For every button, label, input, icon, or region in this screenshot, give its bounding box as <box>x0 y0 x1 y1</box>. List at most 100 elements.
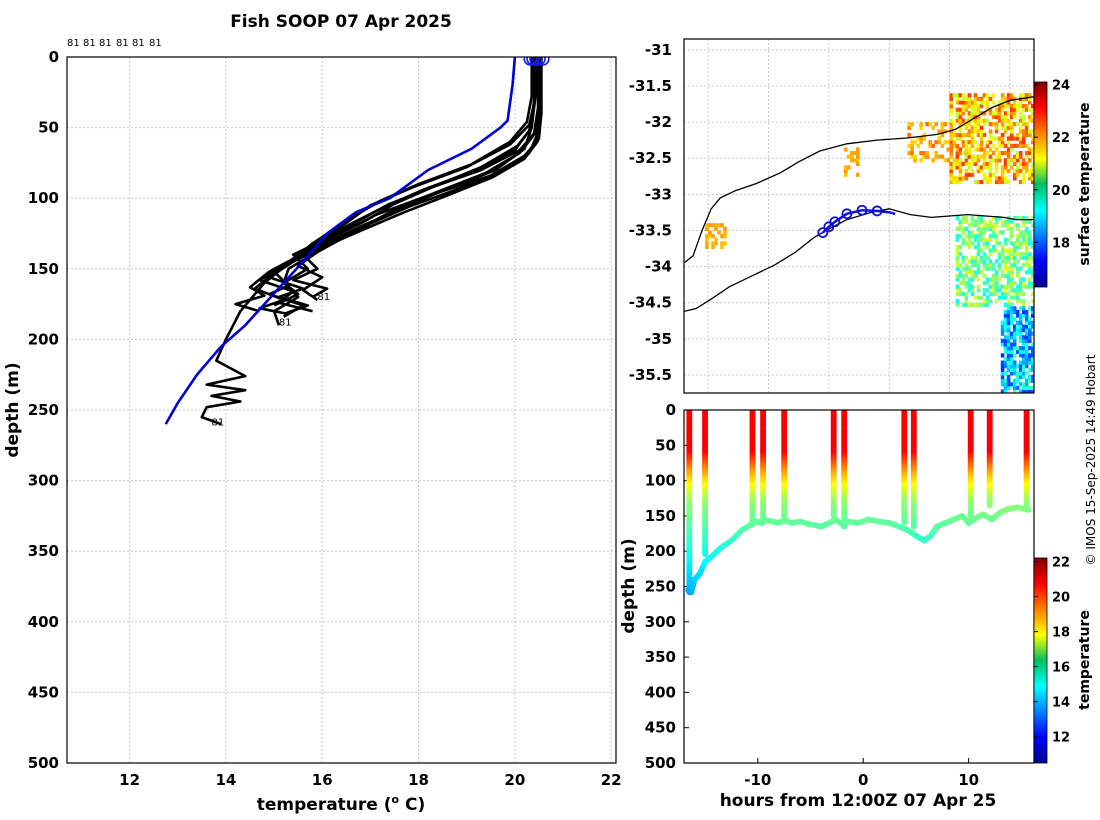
sst-pixel <box>1015 320 1020 325</box>
sst-pixel <box>1006 151 1011 156</box>
sst-pixel <box>955 273 960 278</box>
y-tick-label: 400 <box>28 613 59 631</box>
surface-marker <box>536 57 550 66</box>
sst-pixel <box>1031 356 1034 362</box>
sst-pixel <box>976 143 981 148</box>
sst-pixel <box>1018 349 1023 354</box>
sst-pixel <box>856 158 860 163</box>
temperature-dot <box>901 519 908 526</box>
sst-pixel <box>1000 176 1005 181</box>
sst-pixel <box>970 161 975 166</box>
sst-pixel <box>1012 288 1017 293</box>
x-tick-label: 18 <box>408 771 429 789</box>
sst-pixel <box>982 288 987 293</box>
sst-pixel <box>985 295 990 300</box>
sst-pixel <box>1021 241 1026 246</box>
sst-pixel <box>1012 158 1017 163</box>
sst-pixel <box>997 140 1002 145</box>
sst-pixel <box>919 122 923 127</box>
sst-pixel <box>1012 252 1017 257</box>
sst-pixel <box>979 226 984 231</box>
sst-pixel <box>1015 252 1020 257</box>
sst-pixel <box>997 266 1002 271</box>
sst-pixel <box>1015 158 1020 163</box>
sst-pixel <box>1009 136 1014 141</box>
sst-pixel <box>928 122 932 127</box>
sst-pixel <box>1006 118 1011 123</box>
sst-pixel <box>1012 281 1017 286</box>
sst-pixel <box>1015 237 1020 242</box>
sst-pixel <box>967 161 972 166</box>
sst-pixel <box>714 237 718 242</box>
sst-pixel <box>1021 364 1026 369</box>
sst-pixel <box>964 266 969 271</box>
sst-pixel <box>982 147 987 152</box>
sst-pixel <box>1024 154 1029 159</box>
sst-pixel <box>961 277 966 282</box>
y-tick-label: 450 <box>28 683 59 701</box>
sst-pixel <box>952 165 957 170</box>
sst-pixel <box>1024 346 1029 351</box>
sst-pixel <box>1009 129 1014 134</box>
sst-pixel <box>946 158 951 163</box>
sst-pixel <box>1015 270 1020 275</box>
sst-pixel <box>961 291 966 297</box>
sst-pixel <box>1015 259 1020 264</box>
sst-pixel <box>988 172 993 177</box>
sst-pixel <box>985 244 990 250</box>
sst-pixel <box>955 216 960 221</box>
x-tick-label: 128 <box>934 393 965 411</box>
sst-pixel <box>1028 241 1032 246</box>
sst-pixel <box>997 295 1002 300</box>
sst-pixel <box>1003 255 1008 260</box>
sst-pixel <box>925 122 929 127</box>
sst-pixel <box>964 270 969 275</box>
sst-pixel <box>979 179 984 185</box>
sst-pixel <box>1028 169 1032 174</box>
sst-pixel <box>1003 295 1008 300</box>
sst-pixel <box>1012 111 1017 116</box>
sst-pixel <box>1028 270 1032 275</box>
sst-pixel <box>949 151 954 156</box>
sst-pixel <box>958 136 963 141</box>
sst-pixel <box>994 259 999 264</box>
sst-pixel <box>988 96 993 101</box>
y-tick-label: -33 <box>645 185 672 203</box>
sst-pixel <box>919 158 923 163</box>
sst-pixel <box>985 179 990 185</box>
sst-pixel <box>1003 158 1008 163</box>
sst-pixel <box>1015 226 1020 231</box>
sst-pixel <box>849 158 854 163</box>
sst-pixel <box>946 140 951 145</box>
sst-pixel <box>1006 382 1011 387</box>
sst-pixel <box>1028 96 1032 101</box>
sst-pixel <box>1006 342 1011 347</box>
sst-pixel <box>1012 385 1017 390</box>
sst-pixel <box>1012 324 1017 329</box>
sst-pixel <box>1003 125 1008 130</box>
sst-pixel <box>985 140 990 145</box>
sst-pixel <box>1024 165 1029 170</box>
sst-pixel <box>1024 241 1029 246</box>
point-label: 81 <box>279 317 292 328</box>
y-tick-label: 0 <box>666 401 676 419</box>
sst-pixel <box>955 165 960 170</box>
map-x-ticks: 124 125 126 127 128 129 <box>692 393 1025 411</box>
sst-pixel <box>714 226 718 231</box>
x-tick-label: 20 <box>504 771 525 789</box>
sst-pixel <box>940 143 945 148</box>
sst-pixel <box>1024 151 1029 156</box>
y-tick-label: 200 <box>28 330 59 348</box>
sst-pixel <box>1003 317 1008 322</box>
point-label: 81 <box>211 418 224 429</box>
sst-pixel <box>967 114 972 120</box>
sst-pixel <box>1024 320 1029 325</box>
sst-pixel <box>910 140 914 145</box>
sst-pixel <box>979 118 984 123</box>
x-tick-label: 124 <box>692 393 723 411</box>
sst-pixel <box>1015 309 1020 315</box>
sst-pixel <box>1031 299 1034 304</box>
sst-pixel <box>1021 179 1026 185</box>
temperature-dot <box>702 551 709 557</box>
